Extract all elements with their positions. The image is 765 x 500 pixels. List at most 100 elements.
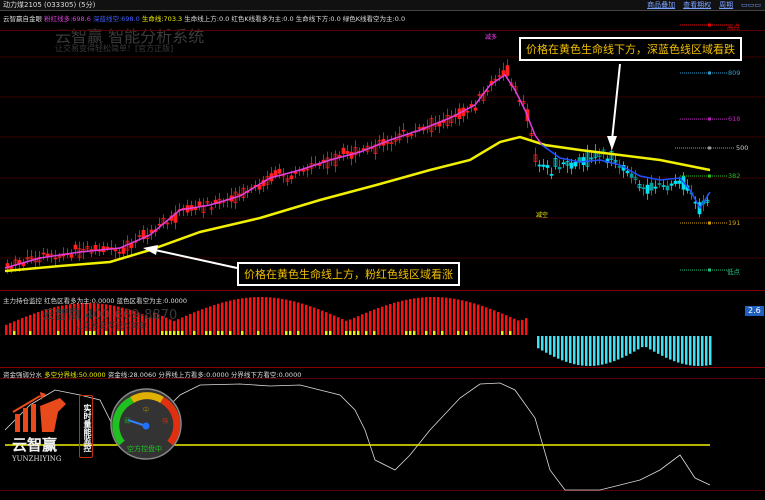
candlestick (629, 173, 634, 178)
position-bar-yellow (229, 331, 232, 335)
level-809: 809 (728, 69, 741, 77)
position-bar-bull (505, 315, 508, 335)
blue-line-value: 深蓝线空:698.0 (92, 15, 140, 23)
fib-level-marker (708, 268, 711, 272)
position-bar-bull (401, 300, 404, 335)
position-bar-bull (225, 301, 228, 335)
position-bar-yellow (465, 331, 468, 335)
position-bar-bull (73, 303, 76, 335)
position-bar-bear (633, 336, 636, 352)
fib-level-marker (708, 221, 711, 225)
candlestick (353, 147, 358, 156)
menu-period[interactable]: 周期 (719, 1, 734, 9)
level-618: 618 (728, 115, 741, 123)
position-bar-bull (149, 316, 152, 335)
pink-line (4, 73, 543, 269)
position-bar-bear (573, 336, 576, 365)
main-stats: 生命线上方:0.0 红色K线看多为主:0.0 生命线下方:0.0 绿色K线看空为… (184, 15, 406, 23)
position-bar-bull (441, 297, 444, 335)
position-bar-bull (517, 320, 520, 335)
candlestick (449, 115, 454, 123)
window-controls[interactable]: ▭▭▭ (741, 1, 761, 9)
position-bar-bull (29, 314, 32, 335)
position-bar-bear (697, 336, 700, 366)
position-bar-bear (553, 336, 556, 357)
candlestick (85, 246, 90, 250)
position-bar-bear (565, 336, 568, 362)
candlestick (497, 75, 502, 78)
candlestick (53, 257, 58, 260)
position-bar-bull (525, 318, 528, 335)
gauge: 弱 中 强 空方控盘中 (110, 388, 182, 460)
position-bar-bull (41, 310, 44, 335)
level-high: 高点 (727, 23, 740, 31)
candlestick (113, 249, 118, 252)
position-bar-bull (377, 308, 380, 335)
position-bar-yellow (57, 331, 60, 335)
position-bar-bear (705, 336, 708, 366)
candlestick (277, 168, 282, 174)
candlestick (665, 185, 670, 191)
candlestick (117, 251, 122, 254)
candlestick (533, 154, 538, 162)
position-bar-bull (193, 312, 196, 335)
position-bar-yellow (193, 331, 196, 335)
level-500: 500 (736, 144, 749, 152)
position-bar-bull (477, 304, 480, 335)
menu-view-options[interactable]: 查看期权 (683, 1, 712, 9)
position-bar-bear (669, 336, 672, 360)
position-bar-bear (653, 336, 656, 352)
candlestick (617, 166, 622, 168)
position-bar-bull (325, 312, 328, 335)
position-bar-bull (13, 321, 16, 335)
menu-commodity-overlay[interactable]: 商品叠加 (647, 1, 676, 9)
gauge-strong: 强 (162, 418, 169, 425)
position-bar-bull (185, 315, 188, 335)
position-bar-bull (121, 307, 124, 335)
position-bar-bear (609, 336, 612, 363)
above-value: 分界线上方看多:0.0000 (158, 371, 229, 379)
candlestick (569, 162, 574, 169)
position-bar-bull (257, 297, 260, 335)
signal-buy: 减多 (485, 34, 498, 41)
position-bar-bear (629, 336, 632, 354)
position-bar-bull (141, 313, 144, 335)
position-bar-bull (497, 311, 500, 335)
candlestick (477, 94, 482, 96)
position-bar-yellow (409, 331, 412, 335)
position-bar-bull (297, 302, 300, 335)
position-bar-bull (289, 300, 292, 335)
position-bar-yellow (353, 331, 356, 335)
candlestick (105, 246, 110, 249)
candlestick (553, 158, 558, 167)
position-bar-bull (521, 319, 524, 335)
position-bar-bull (233, 299, 236, 335)
money-info: 资金强弱分水 多空分界线:50.0000 资金线:28.0060 分界线上方看多… (3, 369, 301, 379)
candlestick (549, 173, 554, 176)
position-bar-bear (677, 336, 680, 363)
position-bar-bull (181, 317, 184, 335)
candlestick (197, 201, 202, 206)
candlestick (529, 133, 534, 136)
position-bar-yellow (289, 331, 292, 335)
position-bar-yellow (89, 331, 92, 335)
position-bar-bull (513, 318, 516, 335)
position-bar-bull (481, 305, 484, 335)
candlestick (29, 256, 34, 260)
candlestick (273, 170, 278, 176)
position-bar-bear (537, 336, 540, 349)
candlestick (637, 184, 642, 189)
candlestick (25, 257, 30, 260)
position-bar-yellow (257, 331, 260, 335)
position-bar-yellow (241, 331, 244, 335)
indicator-name: 云智赢自金眼 (3, 15, 42, 23)
position-bar-bull (305, 304, 308, 335)
position-bar-bull (465, 301, 468, 335)
position-bar-yellow (501, 331, 504, 335)
position-bar-bull (65, 304, 68, 335)
candlestick (361, 148, 366, 150)
position-bar-bear (641, 336, 644, 348)
position-bar-bull (221, 302, 224, 335)
position-info: 主力持仓监控 红色区看多为主:0.0000 蓝色区看空为主:0.0000 (3, 295, 187, 305)
position-bar-bull (213, 304, 216, 335)
